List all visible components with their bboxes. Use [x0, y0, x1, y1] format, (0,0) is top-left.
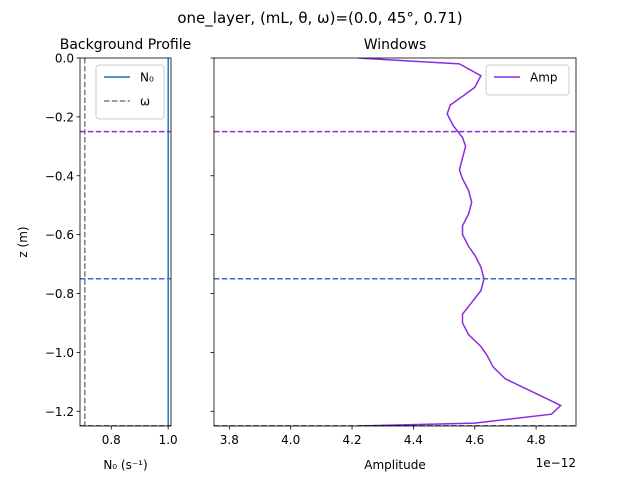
legend-box: [95, 64, 165, 120]
windows-panel: Windows 3.8 4.0 4.2 4.4 4.6 4.8 Amplitude 1e−12 A…: [210, 37, 577, 472]
axes-frame: [79, 57, 172, 427]
x-tick-label: 1.0: [159, 433, 178, 447]
x-tick-label: 4.2: [343, 433, 362, 447]
legend-label: ω: [140, 95, 150, 109]
x-tick-label: 4.8: [527, 433, 546, 447]
series-line-1: [358, 58, 563, 426]
x-offset-text: 1e−12: [536, 456, 576, 470]
x-tick-label: 4.4: [404, 433, 423, 447]
x-tick-label: 0.8: [102, 433, 121, 447]
y-tick-label: −1.0: [45, 346, 74, 360]
x-axis-label: N₀ (s⁻¹): [103, 458, 147, 472]
panel-title: Windows: [364, 37, 427, 53]
legend-label: Amp: [530, 71, 558, 85]
plot-area: [80, 58, 171, 426]
legend-label: N₀: [140, 71, 154, 85]
x-tick-label: 3.8: [220, 433, 239, 447]
x-tick-label: 4.6: [465, 433, 484, 447]
figure-suptitle: one_layer, (mL, θ, ω)=(0.0, 45°, 0.71): [177, 9, 462, 28]
legend-box: [485, 64, 570, 96]
axes-frame: [213, 57, 577, 427]
y-tick-label: −0.8: [45, 287, 74, 301]
y-tick-label: 0.0: [55, 52, 74, 66]
x-tick-label: 4.0: [281, 433, 300, 447]
y-axis-label: z (m): [16, 226, 30, 257]
background-profile-panel: Background Profile 0.8 1.0 0.0 −0.2 −0.4 −0.6 −…: [16, 37, 191, 472]
y-tick-label: −0.2: [45, 110, 74, 124]
plot-area: [214, 58, 576, 426]
legend: N₀ ω: [95, 64, 165, 120]
panel-title: Background Profile: [60, 37, 192, 53]
y-tick-label: −1.2: [45, 405, 74, 419]
x-axis-label: Amplitude: [364, 458, 426, 472]
legend: Amp: [485, 64, 570, 96]
y-tick-label: −0.6: [45, 228, 74, 242]
y-tick-label: −0.4: [45, 169, 74, 183]
